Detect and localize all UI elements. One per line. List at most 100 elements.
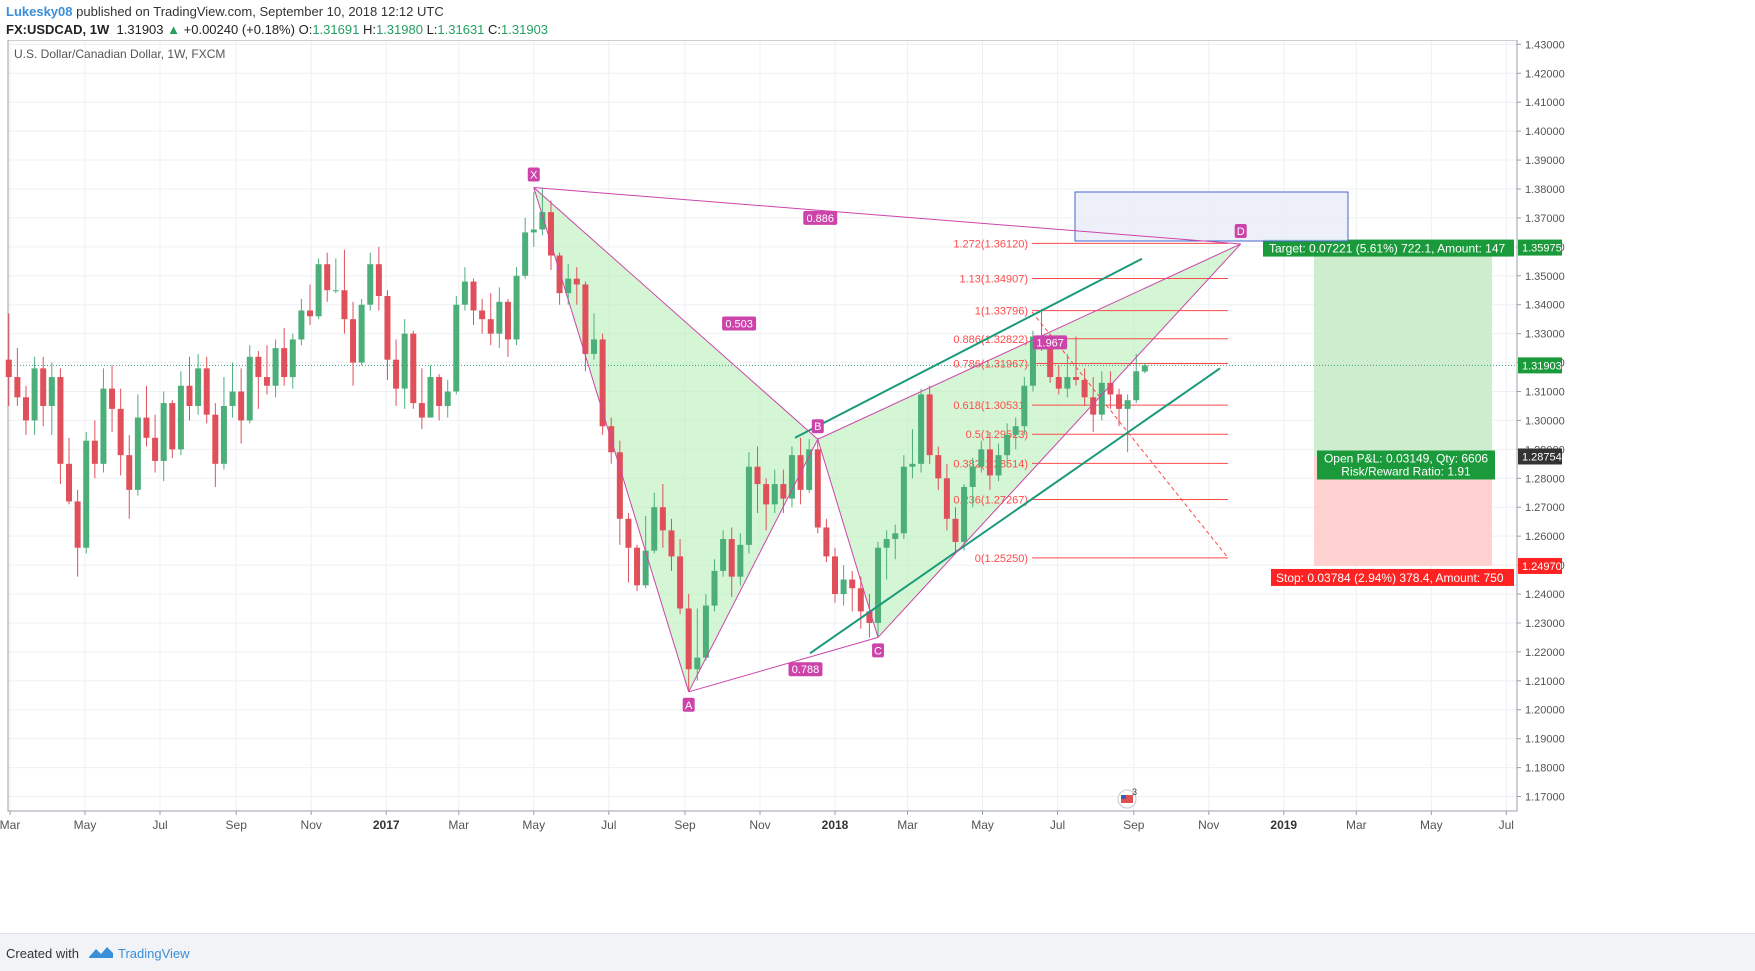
- pnl-label-bg: [1317, 450, 1495, 480]
- candle: [1012, 417, 1019, 450]
- candle-body: [832, 556, 838, 595]
- ratio-badge: [1033, 335, 1068, 350]
- pattern-xab-fill: [533, 187, 818, 692]
- price-label-bg: [1518, 239, 1562, 256]
- candle-body: [134, 417, 141, 490]
- candle-body: [754, 466, 761, 485]
- x-tick-label: Nov: [301, 818, 322, 832]
- candle: [246, 345, 253, 424]
- pattern-point-labels: X A B C D: [527, 167, 1247, 712]
- pattern-ratios: 0.886 0.503 0.788 1.967: [722, 210, 1068, 677]
- candle-body: [565, 278, 572, 294]
- candle-body: [40, 368, 47, 406]
- price-chart[interactable]: U.S. Dollar/Canadian Dollar, 1W, FXCM Tar…: [0, 40, 1755, 933]
- x-tick-label: Nov: [749, 818, 770, 832]
- candle-body: [143, 417, 150, 438]
- x-tick-label: 2017: [373, 818, 400, 832]
- profit-zone: [1314, 247, 1492, 457]
- y-tick-label: 1.26000: [1525, 531, 1565, 543]
- y-tick-label: 1.17000: [1525, 792, 1565, 804]
- y-tick-label: 1.27000: [1525, 502, 1565, 514]
- candle: [1124, 394, 1131, 453]
- fib-trend-line: [1031, 311, 1229, 559]
- candle-body: [694, 657, 701, 670]
- candle-body: [238, 391, 245, 421]
- price-label-bg: [1518, 448, 1562, 465]
- candle-body: [1064, 377, 1071, 389]
- candle-body: [461, 281, 468, 305]
- x-axis: Mar May Jul Sep Nov 2017 Mar May Jul Sep Nov 2018 Ma…: [0, 811, 1514, 832]
- candle: [832, 547, 838, 603]
- price-label-bg: [1518, 557, 1562, 574]
- published-text: published on TradingView.com, September …: [76, 4, 444, 19]
- y-tick-label: 1.30000: [1525, 415, 1565, 427]
- x-tick-label: Nov: [1198, 818, 1219, 832]
- pattern-point-badge: [872, 643, 885, 658]
- candle: [634, 544, 641, 592]
- candle: [229, 362, 236, 418]
- price-label: 1.24970: [1522, 561, 1562, 573]
- author-name[interactable]: Lukesky08: [6, 4, 73, 19]
- x-tick-label: May: [74, 818, 97, 832]
- fib-level-label: 1(1.33796): [975, 306, 1028, 318]
- y-tick-label: 1.20000: [1525, 705, 1565, 717]
- candle: [771, 469, 778, 514]
- symbol-line: FX:USDCAD, 1W 1.31903 ▲ +0.00240 (+0.18%…: [6, 22, 548, 37]
- candle-body: [1133, 371, 1140, 401]
- footer: Created with TradingView: [0, 933, 1755, 971]
- candle: [961, 484, 968, 551]
- candle-body: [900, 466, 907, 534]
- x-tick-label: May: [522, 818, 545, 832]
- y-axis: 1.43000 1.42000 1.41000 1.40000 1.39000 1.380…: [1516, 40, 1565, 811]
- candle: [616, 440, 623, 545]
- candle: [298, 298, 305, 346]
- pattern-bcd-fill: [817, 243, 1241, 638]
- candle: [1029, 330, 1036, 392]
- candle-body: [91, 440, 98, 464]
- y-tick-label: 1.19000: [1525, 734, 1565, 746]
- price-label-bg: [1518, 357, 1562, 374]
- high-value: 1.31980: [375, 22, 423, 37]
- pattern-leg-xb: [533, 187, 819, 440]
- x-tick-label: Jul: [152, 818, 167, 832]
- candle: [401, 319, 408, 409]
- target-label-bg: [1263, 239, 1514, 257]
- candle-body: [220, 405, 227, 464]
- low-label: L:: [426, 22, 438, 37]
- y-tick-label: 1.24000: [1525, 589, 1565, 601]
- candle-body: [195, 368, 202, 406]
- candle-body: [14, 377, 21, 398]
- price-label: 1.35975: [1522, 243, 1562, 255]
- stop-label-bg: [1271, 568, 1514, 586]
- candle: [849, 570, 856, 612]
- candle-body: [513, 275, 520, 340]
- candle: [186, 356, 193, 421]
- x-tick-label: Sep: [1123, 818, 1145, 832]
- candle-body: [393, 359, 400, 389]
- candle-body: [453, 304, 460, 392]
- pattern-leg-xd: [533, 187, 1241, 245]
- y-tick-label: 1.31000: [1525, 387, 1565, 399]
- candle: [479, 298, 486, 334]
- candle-body: [186, 385, 193, 406]
- candle-body: [780, 484, 787, 499]
- tradingview-link[interactable]: TradingView: [118, 946, 190, 961]
- candle-body: [375, 264, 382, 297]
- candle: [1064, 353, 1071, 398]
- candle-body: [892, 533, 899, 540]
- candle: [375, 246, 382, 311]
- pattern-point-badge: [527, 167, 540, 182]
- candle-body: [677, 556, 684, 609]
- candle-body: [1029, 336, 1036, 386]
- candle: [1098, 371, 1105, 421]
- candle: [556, 252, 563, 305]
- candle: [659, 484, 666, 548]
- candle-body: [943, 478, 950, 519]
- candle: [745, 452, 752, 554]
- candle: [48, 362, 55, 435]
- candle-body: [5, 359, 12, 378]
- candle-body: [995, 455, 1002, 476]
- candle: [866, 594, 873, 638]
- pattern-leg-bc: [817, 439, 879, 638]
- pattern-point-badge: [682, 697, 695, 712]
